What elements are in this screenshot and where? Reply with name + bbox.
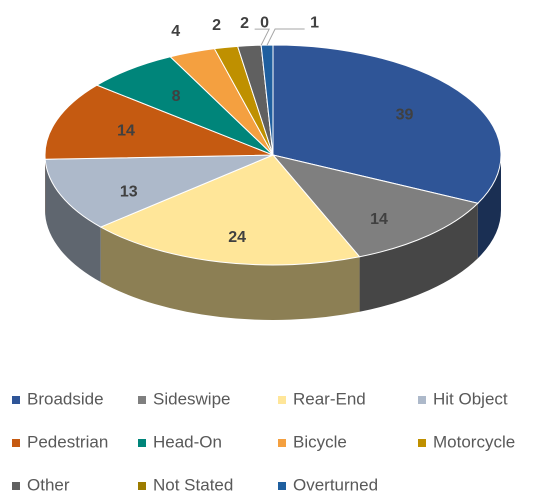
legend-label: Overturned bbox=[293, 475, 378, 494]
legend-label: Rear-End bbox=[293, 389, 366, 408]
pie-slice bbox=[99, 154, 361, 266]
data-label: 2 bbox=[240, 15, 249, 32]
legend-label: Broadside bbox=[27, 389, 104, 408]
data-label: 14 bbox=[370, 211, 388, 228]
legend-swatch bbox=[12, 439, 20, 447]
data-label: 0 bbox=[260, 14, 269, 31]
legend-swatch bbox=[418, 439, 426, 447]
legend-label: Bicycle bbox=[293, 432, 347, 451]
pie-side bbox=[45, 159, 101, 283]
data-label: 14 bbox=[117, 122, 135, 139]
legend-label: Head-On bbox=[153, 432, 222, 451]
data-label: 4 bbox=[171, 23, 180, 40]
pie-side bbox=[100, 227, 360, 320]
pie-side bbox=[359, 203, 478, 312]
legend-swatch bbox=[138, 482, 146, 490]
legend-swatch bbox=[278, 482, 286, 490]
legend-swatch bbox=[138, 439, 146, 447]
pie-slice bbox=[44, 84, 274, 160]
legend-label: Hit Object bbox=[433, 389, 508, 408]
pie-slice bbox=[44, 154, 274, 228]
legend-swatch bbox=[418, 396, 426, 404]
leader-line bbox=[266, 28, 305, 46]
legend-label: Other bbox=[27, 475, 70, 494]
data-label: 39 bbox=[396, 107, 414, 124]
data-label: 13 bbox=[120, 184, 138, 201]
legend-swatch bbox=[12, 482, 20, 490]
leader-line bbox=[254, 28, 270, 46]
data-label: 24 bbox=[228, 229, 246, 246]
data-label: 2 bbox=[212, 17, 221, 34]
legend-swatch bbox=[278, 396, 286, 404]
legend-label: Not Stated bbox=[153, 475, 233, 494]
legend-swatch bbox=[278, 439, 286, 447]
legend-label: Pedestrian bbox=[27, 432, 108, 451]
data-label: 8 bbox=[172, 88, 181, 105]
pie-slice bbox=[271, 154, 479, 258]
legend-swatch bbox=[12, 396, 20, 404]
legend-swatch bbox=[138, 396, 146, 404]
legend-label: Motorcycle bbox=[433, 432, 515, 451]
pie-slice bbox=[272, 44, 502, 204]
data-label: 1 bbox=[310, 14, 319, 31]
legend-label: Sideswipe bbox=[153, 389, 231, 408]
